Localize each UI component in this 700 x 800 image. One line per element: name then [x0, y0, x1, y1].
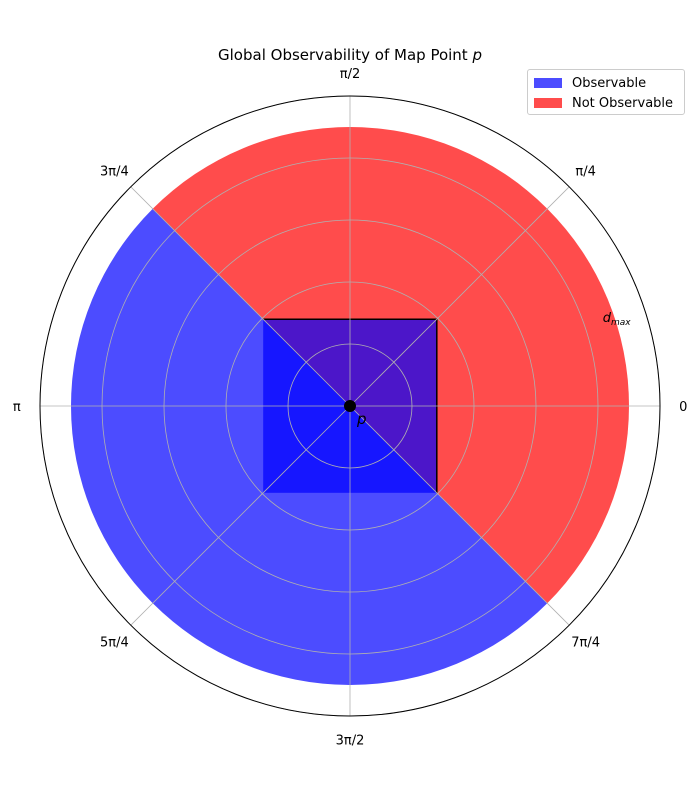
angle-tick-label: 3π/4 — [100, 164, 129, 179]
dmax-sub: max — [611, 318, 631, 328]
angle-ticks-layer: 0 π/4 π/2 3π/4 π 5π/4 3π/2 7π/4 — [13, 67, 688, 749]
legend: Observable Not Observable — [527, 69, 685, 115]
angle-tick-label: π/2 — [340, 67, 360, 82]
angle-tick-label: 7π/4 — [571, 636, 600, 651]
angle-tick-label: π — [13, 400, 21, 415]
radial-label-dmax: dmax — [603, 311, 632, 328]
map-point-marker — [344, 400, 356, 412]
angle-gridline — [130, 405, 351, 626]
angle-gridline — [349, 186, 570, 407]
map-point-label: p — [356, 410, 367, 428]
legend-label-observable: Observable — [572, 75, 647, 91]
polar-frame — [39, 95, 661, 717]
legend-label-not-observable: Not Observable — [572, 95, 674, 111]
angle-gridline — [130, 186, 351, 407]
dmax-main: d — [603, 311, 612, 326]
angle-gridline — [349, 405, 570, 626]
legend-swatch-observable — [534, 78, 562, 88]
legend-swatch-not-observable — [534, 98, 562, 108]
angle-tick-label: π/4 — [575, 164, 595, 179]
legend-item-not-observable: Not Observable — [534, 94, 673, 112]
chart-title: Global Observability of Map Point p — [218, 46, 482, 64]
legend-item-observable: Observable — [534, 74, 646, 92]
angle-tick-label: 5π/4 — [100, 636, 129, 651]
chart-title-italic: p — [471, 46, 482, 64]
map-point-layer: p — [344, 400, 367, 428]
angle-tick-label: 3π/2 — [336, 733, 365, 748]
chart-title-prefix: Global Observability of Map Point — [218, 46, 472, 64]
angle-tick-label: 0 — [679, 400, 687, 415]
